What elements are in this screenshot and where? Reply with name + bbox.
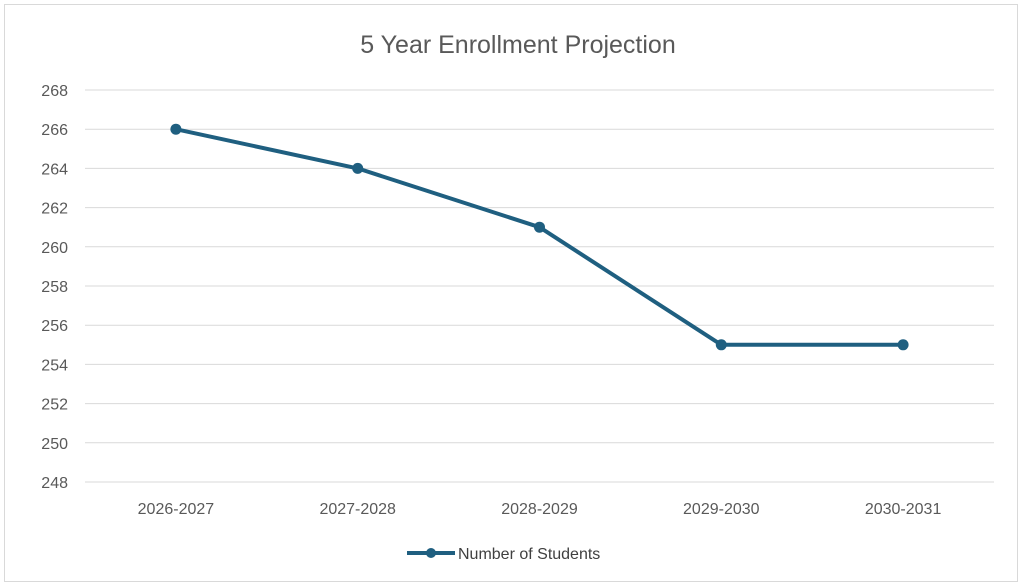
data-point [534,221,545,233]
y-tick-label: 250 [41,436,68,453]
y-tick-label: 264 [41,161,68,178]
y-tick-label: 252 [41,397,68,414]
data-point [715,339,727,351]
data-point [170,123,182,135]
legend: Number of Students [407,546,600,563]
y-tick-label: 254 [41,357,68,374]
y-tick-label: 248 [41,475,68,492]
y-tick-label: 266 [41,122,68,139]
x-tick-label: 2027-2028 [319,501,396,518]
y-tick-label: 260 [41,240,68,257]
data-point [352,162,364,174]
y-tick-label: 268 [41,83,68,100]
y-axis-ticks: 248 250 252 254 256 258 260 262 264 266 268 [41,83,68,492]
x-tick-label: 2029-2030 [683,501,760,518]
legend-label: Number of Students [458,546,600,563]
legend-marker [426,548,436,558]
x-tick-label: 2026-2027 [138,501,215,518]
x-tick-label: 2030-2031 [865,501,942,518]
x-axis-ticks: 2026-2027 2027-2028 2028-2029 2029-2030 2030… [138,501,942,518]
x-tick-label: 2028-2029 [501,501,578,518]
chart-title: 5 Year Enrollment Projection [360,31,675,59]
series-layer [170,123,909,351]
chart-frame [4,4,1018,582]
gridlines [85,89,994,483]
y-tick-label: 262 [41,201,68,218]
data-point [897,339,909,351]
y-tick-label: 256 [41,318,68,335]
series-line [175,127,904,347]
y-tick-label: 258 [41,279,68,296]
